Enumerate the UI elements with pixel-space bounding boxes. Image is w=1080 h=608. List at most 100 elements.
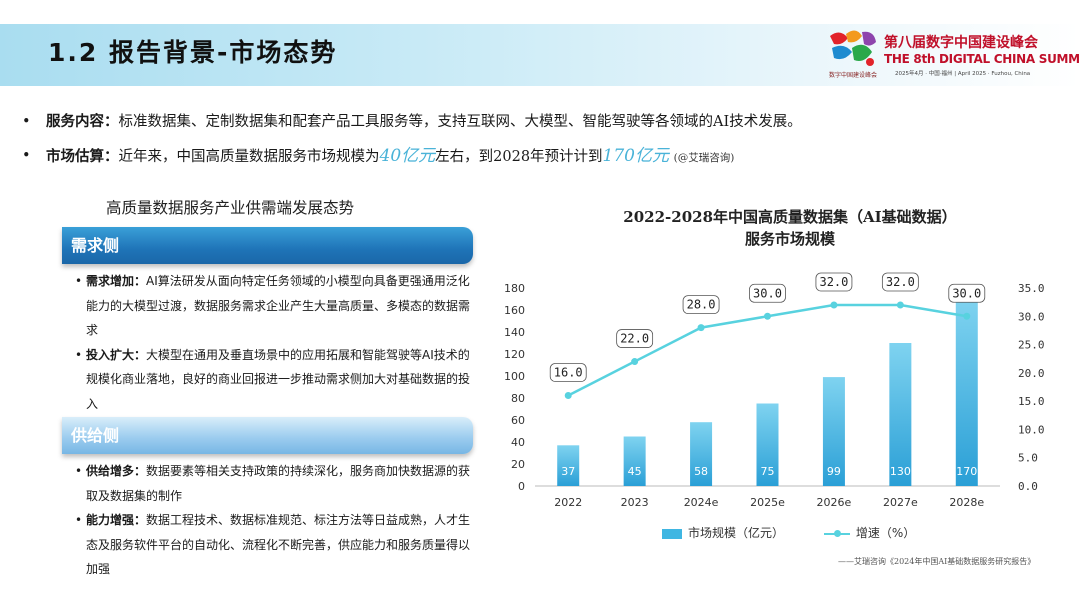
item-label: 投入扩大： — [86, 347, 147, 362]
growth-point — [697, 324, 705, 332]
chart-title-line2: 服务市场规模 — [744, 230, 835, 248]
list-item: • 需求增加：AI算法研发从面向特定任务领域的小模型向具备更强通用泛化能力的大模型… — [72, 269, 472, 343]
bar-value-label: 99 — [827, 465, 841, 478]
supply-header: 供给侧 — [62, 417, 473, 454]
demand-header: 需求侧 — [62, 227, 473, 264]
chart-title: 2022-2028年中国高质量数据集（AI基础数据） 服务市场规模 — [500, 206, 1080, 250]
growth-value-label: 30.0 — [952, 286, 981, 300]
y-right-tick-label: 20.0 — [1018, 367, 1045, 380]
x-tick-label: 2024e — [684, 496, 719, 509]
growth-point — [963, 312, 971, 320]
left-panel-title: 高质量数据服务产业供需端发展态势 — [106, 199, 355, 217]
highlight-value: 170亿元 — [602, 146, 669, 166]
y-right-tick-label: 0.0 — [1018, 480, 1038, 493]
bullet-text: 左右，到2028年预计计到 — [435, 149, 603, 165]
logo-subtext: 数字中国建设峰会 — [828, 72, 877, 79]
bar-value-label: 130 — [890, 465, 911, 478]
bullet-dot: • — [75, 464, 83, 478]
item-text: 数据要素等相关支持政策的持续深化，服务商加快数据源的获取及数据集的制作 — [86, 464, 471, 503]
y-right-tick-label: 15.0 — [1018, 395, 1045, 408]
logo-en-title: THE 8th DIGITAL CHINA SUMMIT — [884, 52, 1080, 66]
bullet-text: 标准数据集、定制数据集和配套产品工具服务等，支持互联网、大模型、智能驾驶等各领域… — [118, 114, 802, 130]
list-item: • 投入扩大：大模型在通用及垂直场景中的应用拓展和智能驾驶等AI技术的规模化商业落… — [72, 343, 472, 417]
chart-bar — [623, 436, 646, 486]
y-left-tick-label: 140 — [504, 326, 525, 339]
growth-point — [764, 312, 771, 320]
list-item: • 能力增强：数据工程技术、数据标准规范、标注方法等日益成熟，人才生态及服务软件平… — [72, 508, 472, 582]
legend-line-swatch — [823, 529, 850, 537]
growth-value-label: 16.0 — [554, 365, 583, 379]
growth-point — [896, 301, 904, 309]
bullet-dot: • — [75, 274, 83, 288]
bullet-service: • 服务内容：标准数据集、定制数据集和配套产品工具服务等，支持互联网、大模型、智… — [22, 108, 1062, 142]
y-left-tick-label: 60 — [511, 414, 525, 427]
chart-source: ——艾瑞咨询《2024年中国AI基础数据服务研究报告》 — [838, 557, 1036, 566]
chart-bar — [756, 403, 779, 486]
growth-point — [830, 301, 838, 309]
item-label: 需求增加： — [86, 274, 147, 288]
chart-bar — [822, 377, 845, 486]
growth-label-box — [881, 272, 919, 292]
summit-logo: 数字中国建设峰会 第八届数字中国建设峰会 THE 8th DIGITAL CHI… — [822, 26, 1080, 82]
y-left-tick-label: 20 — [511, 458, 525, 471]
growth-value-label: 32.0 — [819, 275, 848, 289]
bar-value-label: 45 — [628, 465, 642, 478]
bar-value-label: 37 — [561, 465, 575, 478]
chart-bar — [889, 343, 912, 486]
legend-bar-label: 市场规模（亿元） — [688, 526, 785, 540]
growth-label-box — [682, 295, 720, 315]
bullet-label: 服务内容： — [46, 113, 119, 130]
page-title: 1.2 报告背景-市场态势 — [48, 38, 338, 67]
growth-value-label: 30.0 — [753, 286, 782, 300]
bar-value-label: 75 — [761, 465, 775, 478]
bar-value-label: 58 — [694, 465, 708, 478]
chart-legend: 市场规模（亿元） 增速（%） — [662, 524, 915, 541]
bullet-dot: • — [22, 114, 31, 130]
logo-cn-title: 第八届数字中国建设峰会 — [884, 35, 1038, 51]
growth-point — [564, 391, 572, 399]
highlight-value: 40亿元 — [379, 146, 436, 166]
bar-value-label: 170 — [956, 465, 977, 478]
y-left-tick-label: 80 — [511, 392, 525, 405]
item-label: 能力增强： — [86, 513, 147, 528]
bullet-text: 近年来，中国高质量数据服务市场规模为 — [118, 149, 380, 165]
bullet-label: 市场估算： — [46, 148, 119, 165]
item-text: AI算法研发从面向特定任务领域的小模型向具备更强通用泛化能力的大模型过渡，数据服… — [86, 274, 471, 338]
chart-title-line1: 2022-2028年中国高质量数据集（AI基础数据） — [623, 208, 957, 226]
logo-date: 2025年4月 · 中国·福州 | April 2025 · Fuzhou, C… — [895, 71, 1031, 77]
y-right-tick-label: 10.0 — [1018, 423, 1045, 436]
growth-label-box — [549, 363, 587, 382]
chart-bar — [955, 299, 978, 486]
y-left-tick-label: 120 — [504, 348, 525, 361]
header-band — [0, 24, 1080, 86]
y-right-tick-label: 35.0 — [1018, 282, 1045, 295]
growth-label-box — [948, 283, 986, 303]
supply-items: • 供给增多：数据要素等相关支持政策的持续深化，服务商加快数据源的获取及数据集的制… — [72, 459, 472, 582]
growth-value-label: 32.0 — [886, 275, 915, 289]
growth-value-label: 28.0 — [687, 298, 716, 312]
list-item: • 供给增多：数据要素等相关支持政策的持续深化，服务商加快数据源的获取及数据集的制… — [72, 459, 472, 508]
legend-bar-swatch — [662, 528, 682, 539]
growth-label-box — [815, 272, 853, 292]
x-tick-label: 2027e — [883, 496, 918, 509]
source-note: (@艾瑞咨询) — [673, 152, 735, 164]
bullet-market: • 市场估算：近年来，中国高质量数据服务市场规模为40亿元左右，到2028年预计… — [22, 142, 1062, 176]
x-tick-label: 2028e — [949, 496, 984, 509]
y-right-tick-label: 5.0 — [1018, 452, 1038, 465]
y-right-tick-label: 25.0 — [1018, 339, 1045, 352]
x-tick-label: 2022 — [554, 496, 582, 509]
item-text: 数据工程技术、数据标准规范、标注方法等日益成熟，人才生态及服务软件平台的自动化、… — [86, 513, 471, 577]
growth-point — [631, 358, 639, 366]
market-size-chart: 0 20 40 60 80 100 120 140 160 180 0.0 5.0 10.0 15.0 20… — [504, 272, 1045, 509]
summary-bullets: • 服务内容：标准数据集、定制数据集和配套产品工具服务等，支持互联网、大模型、智… — [22, 108, 1062, 176]
bullet-dot: • — [75, 513, 83, 528]
y-left-tick-label: 180 — [504, 282, 525, 295]
x-tick-label: 2023 — [621, 496, 649, 509]
y-left-tick-label: 40 — [511, 436, 525, 449]
bullet-dot: • — [22, 148, 31, 164]
y-left-tick-label: 100 — [504, 370, 525, 383]
legend-line-label: 增速（%） — [855, 526, 916, 540]
growth-label-box — [749, 283, 786, 303]
y-right-tick-label: 30.0 — [1018, 310, 1045, 323]
item-label: 供给增多： — [86, 464, 147, 478]
